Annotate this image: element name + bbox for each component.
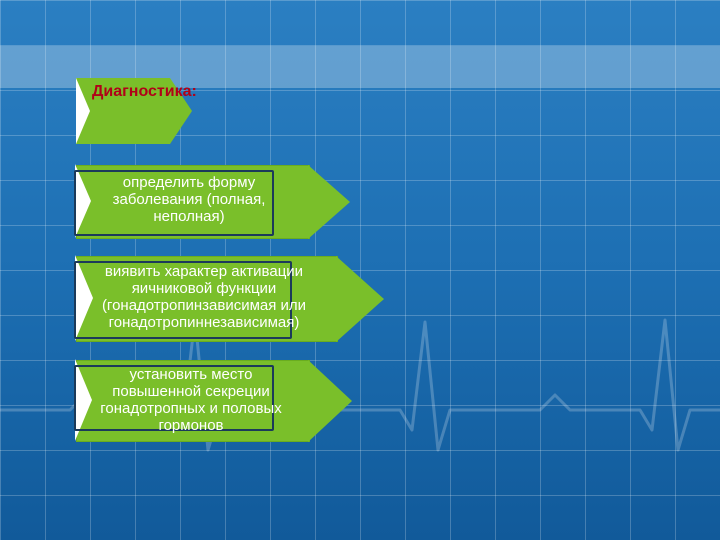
slide: Диагностика: определить форму заболевани… — [0, 0, 720, 540]
item-chevron-tip — [336, 256, 384, 342]
item-text: определить форму заболевания (полная, не… — [98, 174, 280, 225]
item-text: установить место повышенной секреции гон… — [98, 366, 284, 434]
item-chevron-notch — [75, 359, 92, 441]
item-chevron-notch — [75, 164, 91, 238]
header-label: Диагностика: — [92, 84, 168, 99]
item-text: виявить характер активации яичниковой фу… — [98, 263, 310, 331]
header-chevron-notch — [76, 78, 90, 144]
item-chevron-tip — [308, 165, 350, 239]
item-chevron-tip — [308, 360, 352, 442]
item-chevron-notch — [75, 255, 93, 341]
